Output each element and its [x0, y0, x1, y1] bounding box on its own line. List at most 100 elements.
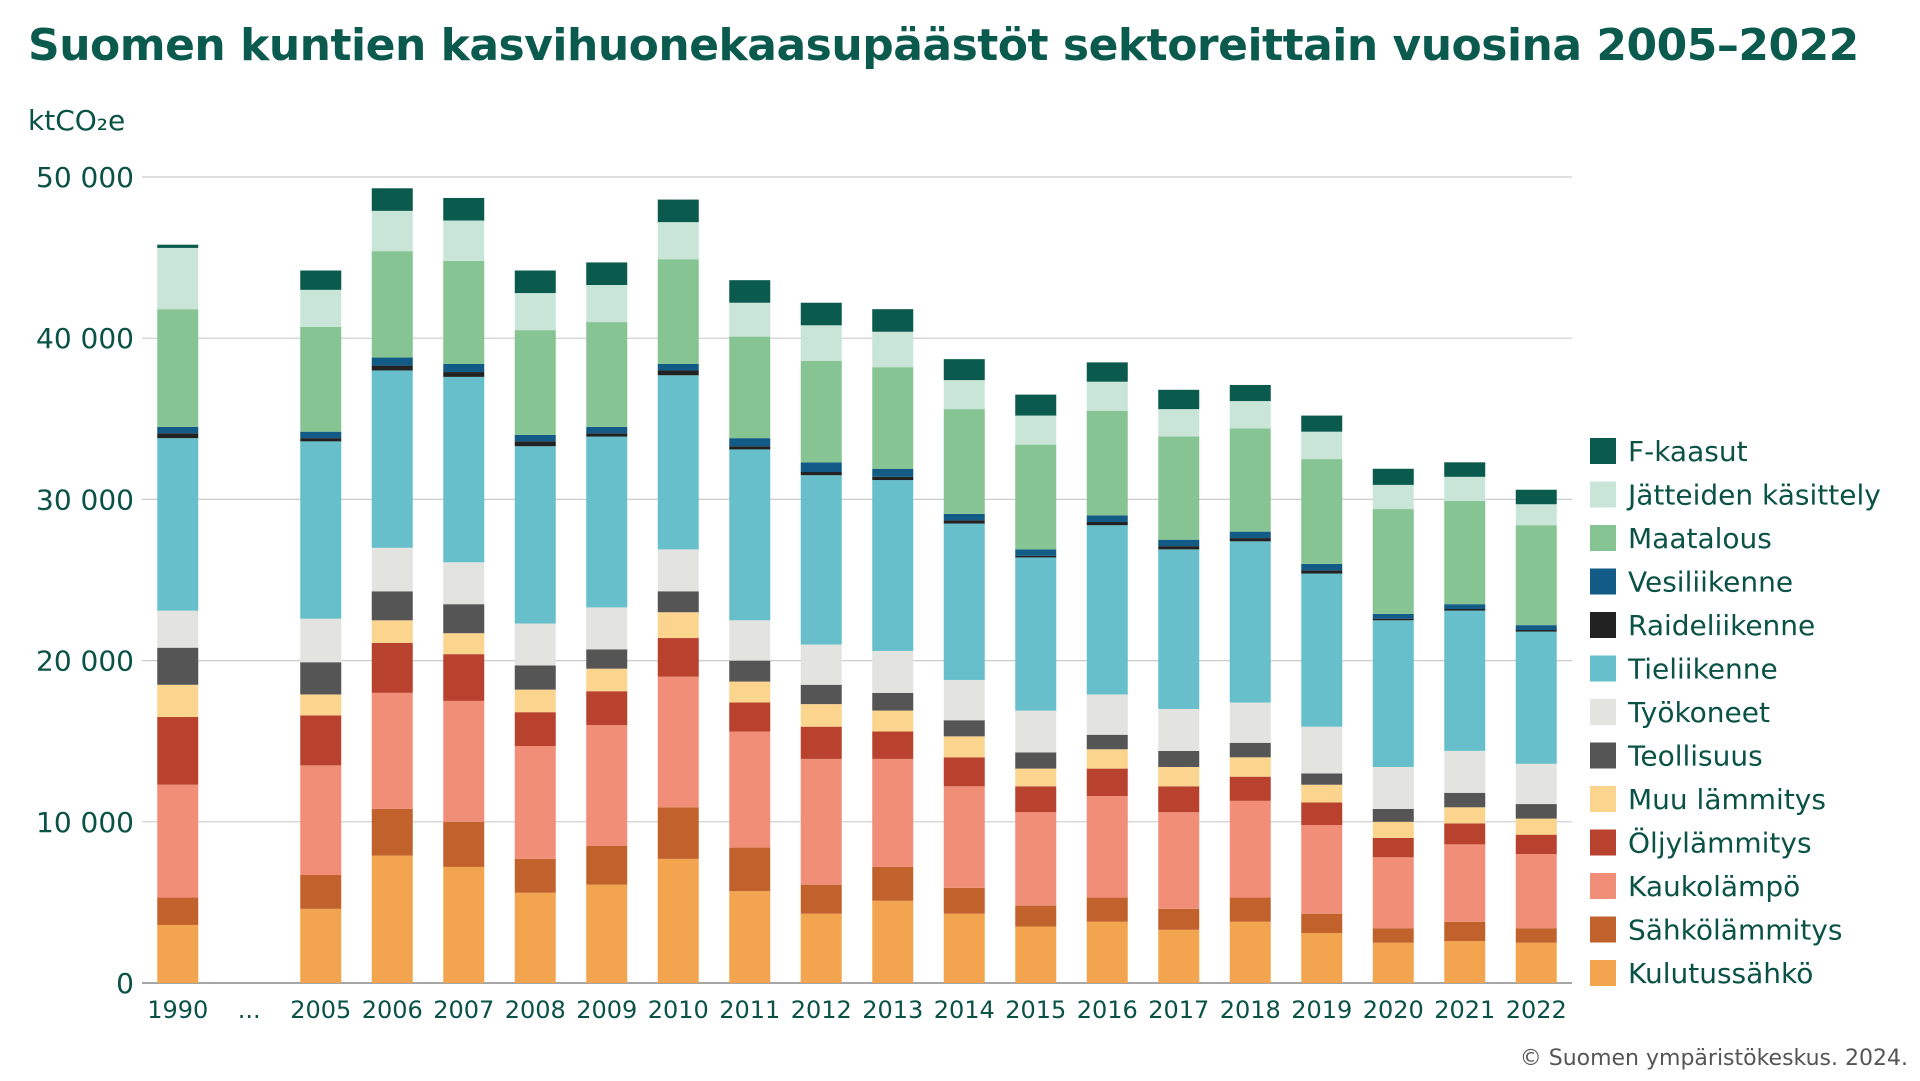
bar-segment	[657, 370, 699, 376]
x-tick-label: 2012	[791, 996, 852, 1024]
bar-segment	[1372, 821, 1414, 838]
bar-segment	[1229, 742, 1271, 758]
bar-segment	[657, 199, 699, 223]
bars	[157, 188, 1557, 983]
bar-segment	[1515, 525, 1557, 626]
bar-segment	[943, 679, 985, 721]
bar-segment	[1372, 613, 1414, 619]
bar-segment	[1372, 837, 1414, 858]
bar-segment	[1515, 763, 1557, 805]
legend-label: Jätteiden käsittely	[1626, 479, 1881, 512]
bar-segment	[800, 684, 842, 705]
bar-segment	[300, 438, 342, 442]
bar-segment	[943, 520, 985, 524]
x-tick-label: ...	[238, 996, 261, 1024]
legend-swatch	[1590, 481, 1616, 508]
bar-segment	[1372, 942, 1414, 983]
x-tick-label: 2018	[1220, 996, 1281, 1024]
bar-segment	[1086, 521, 1128, 526]
bar-segment	[800, 360, 842, 463]
bar-segment	[800, 302, 842, 326]
bar-segment	[443, 260, 485, 364]
bar-segment	[1301, 459, 1343, 564]
bar-segment	[1015, 905, 1057, 927]
bar-segment	[1444, 823, 1486, 845]
bar-segment	[1444, 501, 1486, 605]
bar-segment	[800, 704, 842, 727]
bar-segment	[729, 681, 771, 703]
legend-swatch	[1590, 786, 1616, 812]
bar-segment	[443, 821, 485, 867]
bar-segment	[514, 270, 556, 294]
bar-segment	[1015, 768, 1057, 787]
x-tick-label: 2007	[433, 996, 494, 1024]
legend-label: Maatalous	[1628, 522, 1772, 555]
bar-segment	[514, 434, 556, 442]
bar-segment	[872, 331, 914, 368]
legend-swatch	[1590, 612, 1616, 638]
bar-segment	[1158, 539, 1200, 547]
bar-segment	[300, 618, 342, 663]
bar-segment	[1444, 609, 1486, 611]
bar-segment	[1444, 844, 1486, 922]
bar-segment	[514, 689, 556, 713]
legend-item: Maatalous	[1590, 522, 1772, 555]
bar-segment	[514, 712, 556, 747]
x-tick-label: 2010	[648, 996, 709, 1024]
bar-segment	[443, 700, 485, 822]
bar-segment	[1015, 786, 1057, 813]
x-tick-label: 1990	[147, 996, 208, 1024]
bar-segment	[1301, 784, 1343, 803]
bar-segment	[1158, 409, 1200, 437]
bar-segment	[586, 285, 628, 323]
bar-segment	[657, 549, 699, 592]
bar-segment	[371, 547, 413, 592]
bar-segment	[1444, 807, 1486, 824]
bar-segment	[1372, 928, 1414, 943]
bar-segment	[300, 431, 342, 439]
bar-segment	[1158, 708, 1200, 751]
bar-segment	[943, 887, 985, 914]
bar-segment	[1015, 752, 1057, 769]
bar-segment	[371, 692, 413, 809]
bar-segment	[586, 436, 628, 608]
bar-segment	[872, 650, 914, 693]
legend-swatch	[1590, 438, 1616, 464]
y-tick-label: 40 000	[36, 322, 134, 355]
bar-segment	[586, 845, 628, 885]
bar-segment	[1086, 768, 1128, 797]
bar-segment	[1158, 908, 1200, 930]
bar-segment	[1372, 620, 1414, 767]
bar-segment	[300, 715, 342, 766]
bar-segment	[800, 758, 842, 885]
bar-segment	[1372, 509, 1414, 614]
legend-swatch	[1590, 742, 1616, 769]
legend-item: Vesiliikenne	[1590, 566, 1793, 599]
bar-segment	[1086, 796, 1128, 898]
bar-segment	[872, 468, 914, 477]
bar-segment	[586, 322, 628, 427]
bar-segment	[443, 363, 485, 373]
bar-segment	[729, 731, 771, 848]
bar-segment	[729, 449, 771, 621]
bar-segment	[1229, 702, 1271, 743]
bar-segment	[1444, 604, 1486, 610]
bar-segment	[943, 359, 985, 381]
bar-segment	[1015, 812, 1057, 906]
bar-segment	[943, 786, 985, 888]
bar-segment	[1301, 913, 1343, 934]
bar-segment	[729, 702, 771, 732]
legend-label: Öljylämmitys	[1628, 826, 1812, 860]
bar-segment	[800, 913, 842, 983]
bar-segment	[1301, 573, 1343, 727]
legend: F-kaasut Jätteiden käsittely Maatalous Vesi…	[1590, 435, 1881, 990]
bar-segment	[1229, 401, 1271, 429]
bar-segment	[657, 222, 699, 260]
bar-segment	[443, 220, 485, 261]
legend-item: Tieliikenne	[1590, 653, 1778, 686]
bar-segment	[157, 647, 199, 685]
bar-segment	[729, 891, 771, 983]
bar-segment	[1158, 549, 1200, 709]
bar-segment	[729, 660, 771, 682]
legend-label: Teollisuus	[1627, 740, 1763, 773]
